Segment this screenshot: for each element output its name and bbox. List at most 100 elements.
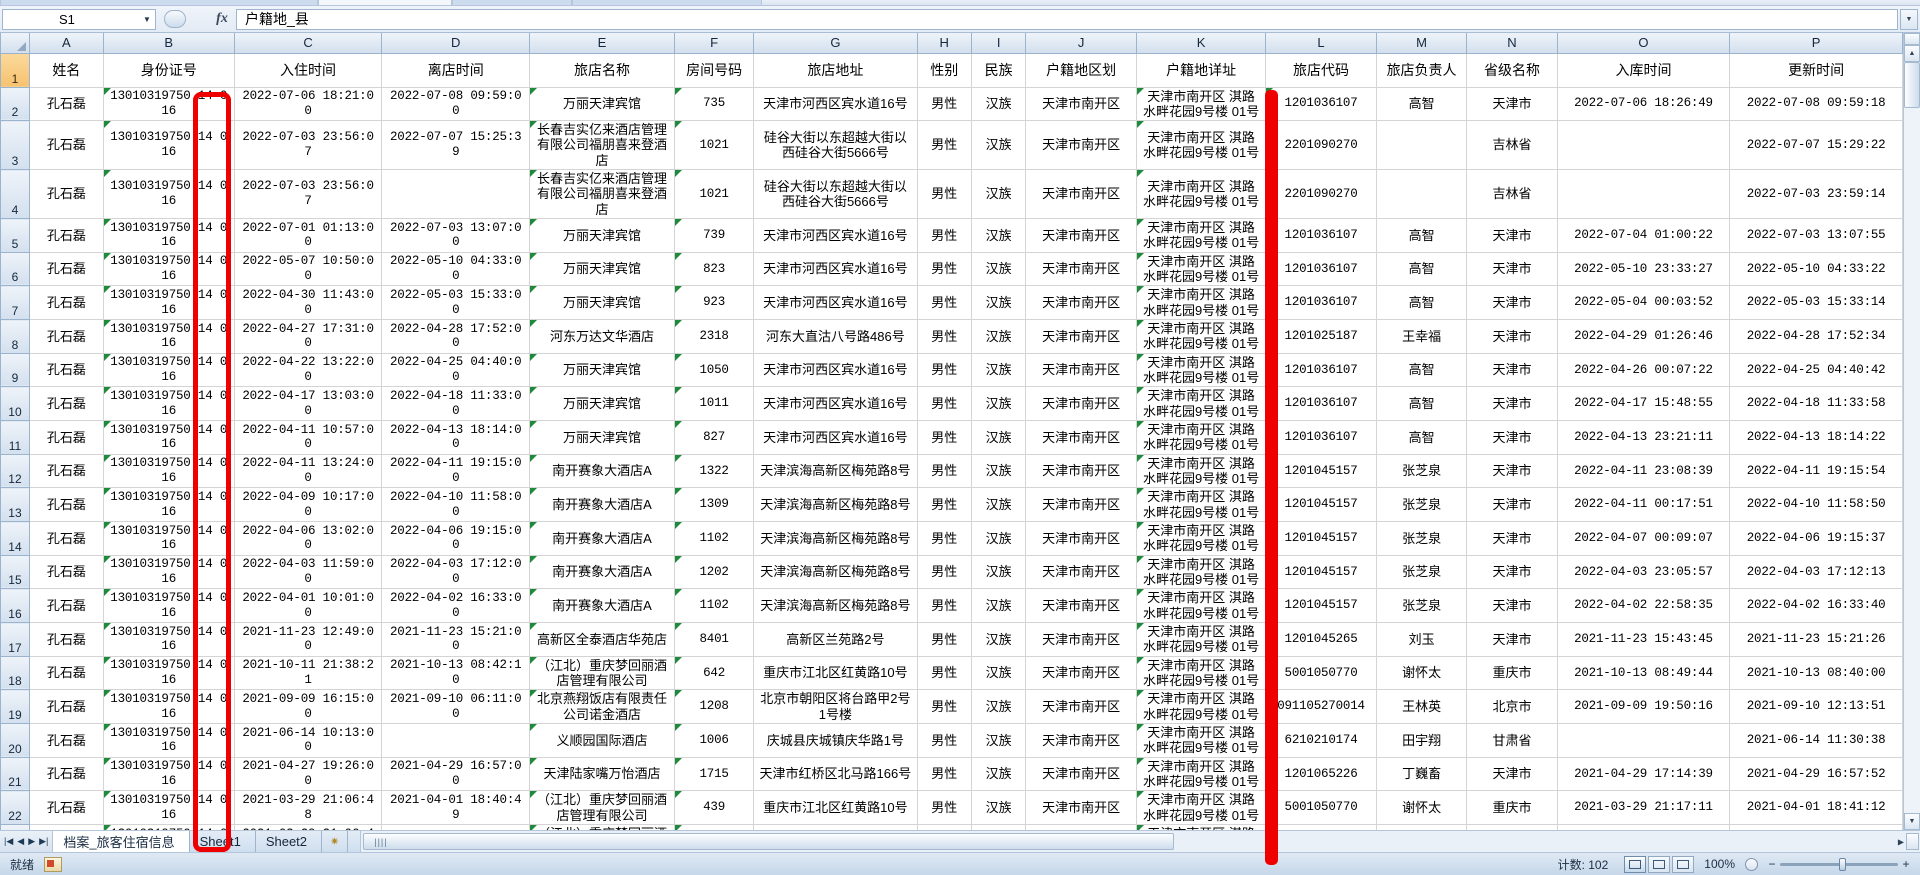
table-row[interactable]: 18 孔石磊 13010319750 14 016 2021-10-11 21:38:… [0,655,1903,691]
cell-H23[interactable]: 男性 [916,823,972,830]
select-all-corner[interactable] [0,33,30,54]
cell-M3[interactable] [1375,120,1468,171]
zoom-reset-icon[interactable] [1745,857,1758,871]
cell-C18[interactable]: 2021-10-11 21:38:21 [233,655,383,691]
cell-I9[interactable]: 汉族 [970,352,1027,388]
cell-P8[interactable]: 2022-04-28 17:52:34 [1729,319,1903,354]
cell-D20[interactable] [381,722,531,758]
row-header-14[interactable]: 14 [0,521,30,556]
cell-M4[interactable] [1375,169,1468,220]
cell-C8[interactable]: 2022-04-27 17:31:00 [233,319,383,354]
cell-B14[interactable]: 13010319750 14 016 [102,521,235,556]
row-header-15[interactable]: 15 [0,554,30,590]
cell-K12[interactable]: 天津市南开区 淇路水畔花园9号楼 01号 [1136,453,1267,489]
table-row[interactable]: 21 孔石磊 13010319750 14 016 2021-04-27 19:26:… [0,756,1903,792]
cell-C5[interactable]: 2022-07-01 01:13:00 [233,218,383,253]
cell-K7[interactable]: 天津市南开区 淇路水畔花园9号楼 01号 [1136,285,1267,321]
cell-P23[interactable]: 2021-03-29 21:07:18 [1729,823,1903,830]
cell-O17[interactable]: 2021-11-23 15:43:45 [1556,622,1731,657]
cell-N7[interactable]: 天津市 [1466,285,1558,321]
hscroll-thumb[interactable]: |||| [363,833,1174,850]
cell-L14[interactable]: 1201045157 [1265,521,1377,556]
cell-M2[interactable]: 高智 [1375,86,1468,122]
cell-H3[interactable]: 男性 [916,120,972,171]
cell-O20[interactable] [1556,722,1731,758]
zoom-slider[interactable]: − + [1764,857,1914,871]
cell-P7[interactable]: 2022-05-03 15:33:14 [1729,285,1903,321]
cell-E6[interactable]: 万丽天津宾馆 [529,251,675,287]
cell-K15[interactable]: 天津市南开区 淇路水畔花园9号楼 01号 [1136,554,1267,590]
cell-E3[interactable]: 长春吉实亿来酒店管理有限公司福朋喜来登酒店 [529,120,675,171]
cell-M6[interactable]: 高智 [1375,251,1468,287]
cell-N3[interactable]: 吉林省 [1466,120,1558,171]
cell-E19[interactable]: 北京燕翔饭店有限责任公司诺金酒店 [529,689,675,724]
cell-E21[interactable]: 天津陆家嘴万怡酒店 [529,756,675,792]
cell-D23[interactable] [381,823,531,830]
cell-B3[interactable]: 13010319750 14 016 [102,120,235,171]
cell-D10[interactable]: 2022-04-18 11:33:00 [381,386,531,422]
row-header-11[interactable]: 11 [0,420,30,455]
cell-A17[interactable]: 孔石磊 [28,622,104,657]
cell-D5[interactable]: 2022-07-03 13:07:00 [381,218,531,253]
cell-J10[interactable]: 天津市南开区 [1025,386,1138,422]
chevron-down-icon[interactable]: ▼ [143,14,151,24]
cell-I5[interactable]: 汉族 [970,218,1027,253]
cell-A16[interactable]: 孔石磊 [28,588,104,623]
cell-D21[interactable]: 2021-04-29 16:57:00 [381,756,531,792]
cell-N22[interactable]: 重庆市 [1466,790,1558,825]
cell-K3[interactable]: 天津市南开区 淇路水畔花园9号楼 01号 [1136,120,1267,171]
cell-G8[interactable]: 河东大直沽八号路486号 [753,319,918,354]
cell-F5[interactable]: 739 [673,218,755,253]
cell-B13[interactable]: 13010319750 14 016 [102,487,235,523]
cell-I17[interactable]: 汉族 [970,622,1027,657]
table-row[interactable]: 6 孔石磊 13010319750 14 016 2022-05-07 10:50:0… [0,251,1903,287]
cell-H14[interactable]: 男性 [916,521,972,556]
ribbon-tab-left[interactable] [0,0,318,5]
cell-P15[interactable]: 2022-04-03 17:12:13 [1729,554,1903,590]
cell-A10[interactable]: 孔石磊 [28,386,104,422]
cell-N10[interactable]: 天津市 [1466,386,1558,422]
cell-M17[interactable]: 刘玉 [1375,622,1468,657]
cell-L22[interactable]: 5001050770 [1265,790,1377,825]
cell-D2[interactable]: 2022-07-08 09:59:00 [381,86,531,122]
cell-H18[interactable]: 男性 [916,655,972,691]
column-header-I[interactable]: I [970,33,1027,54]
cell-K6[interactable]: 天津市南开区 淇路水畔花园9号楼 01号 [1136,251,1267,287]
row-header-10[interactable]: 10 [0,386,30,422]
cell-J13[interactable]: 天津市南开区 [1025,487,1138,523]
cell-K20[interactable]: 天津市南开区 淇路水畔花园9号楼 01号 [1136,722,1267,758]
cell-B22[interactable]: 13010319750 14 016 [102,790,235,825]
cell-G18[interactable]: 重庆市江北区红黄路10号 [753,655,918,691]
row-header-19[interactable]: 19 [0,689,30,724]
cell-M12[interactable]: 张芝泉 [1375,453,1468,489]
header-cell-K[interactable]: 户籍地详址 [1136,52,1267,88]
cell-H22[interactable]: 男性 [916,790,972,825]
cell-C6[interactable]: 2022-05-07 10:50:00 [233,251,383,287]
cell-C4[interactable]: 2022-07-03 23:56:07 [233,169,383,220]
cell-A2[interactable]: 孔石磊 [28,86,104,122]
column-header-K[interactable]: K [1136,33,1267,54]
cell-M11[interactable]: 高智 [1375,420,1468,455]
cell-I7[interactable]: 汉族 [970,285,1027,321]
cell-C3[interactable]: 2022-07-03 23:56:07 [233,120,383,171]
cell-D7[interactable]: 2022-05-03 15:33:00 [381,285,531,321]
cell-I8[interactable]: 汉族 [970,319,1027,354]
table-row[interactable]: 22 孔石磊 13010319750 14 016 2021-03-29 21:06:… [0,790,1903,825]
cell-H17[interactable]: 男性 [916,622,972,657]
cell-O2[interactable]: 2022-07-06 18:26:49 [1556,86,1731,122]
table-row[interactable]: 13 孔石磊 13010319750 14 016 2022-04-09 10:17:… [0,487,1903,523]
zoom-slider-handle[interactable] [1839,857,1846,871]
ribbon-tab-selected[interactable] [318,0,452,5]
header-cell-J[interactable]: 户籍地区划 [1025,52,1138,88]
cell-B6[interactable]: 13010319750 14 016 [102,251,235,287]
cell-E11[interactable]: 万丽天津宾馆 [529,420,675,455]
cell-M13[interactable]: 张芝泉 [1375,487,1468,523]
row-header-9[interactable]: 9 [0,352,30,388]
cell-A12[interactable]: 孔石磊 [28,453,104,489]
cell-H4[interactable]: 男性 [916,169,972,220]
cell-P9[interactable]: 2022-04-25 04:40:42 [1729,352,1903,388]
cell-F18[interactable]: 642 [673,655,755,691]
cell-O15[interactable]: 2022-04-03 23:05:57 [1556,554,1731,590]
row-header-16[interactable]: 16 [0,588,30,623]
